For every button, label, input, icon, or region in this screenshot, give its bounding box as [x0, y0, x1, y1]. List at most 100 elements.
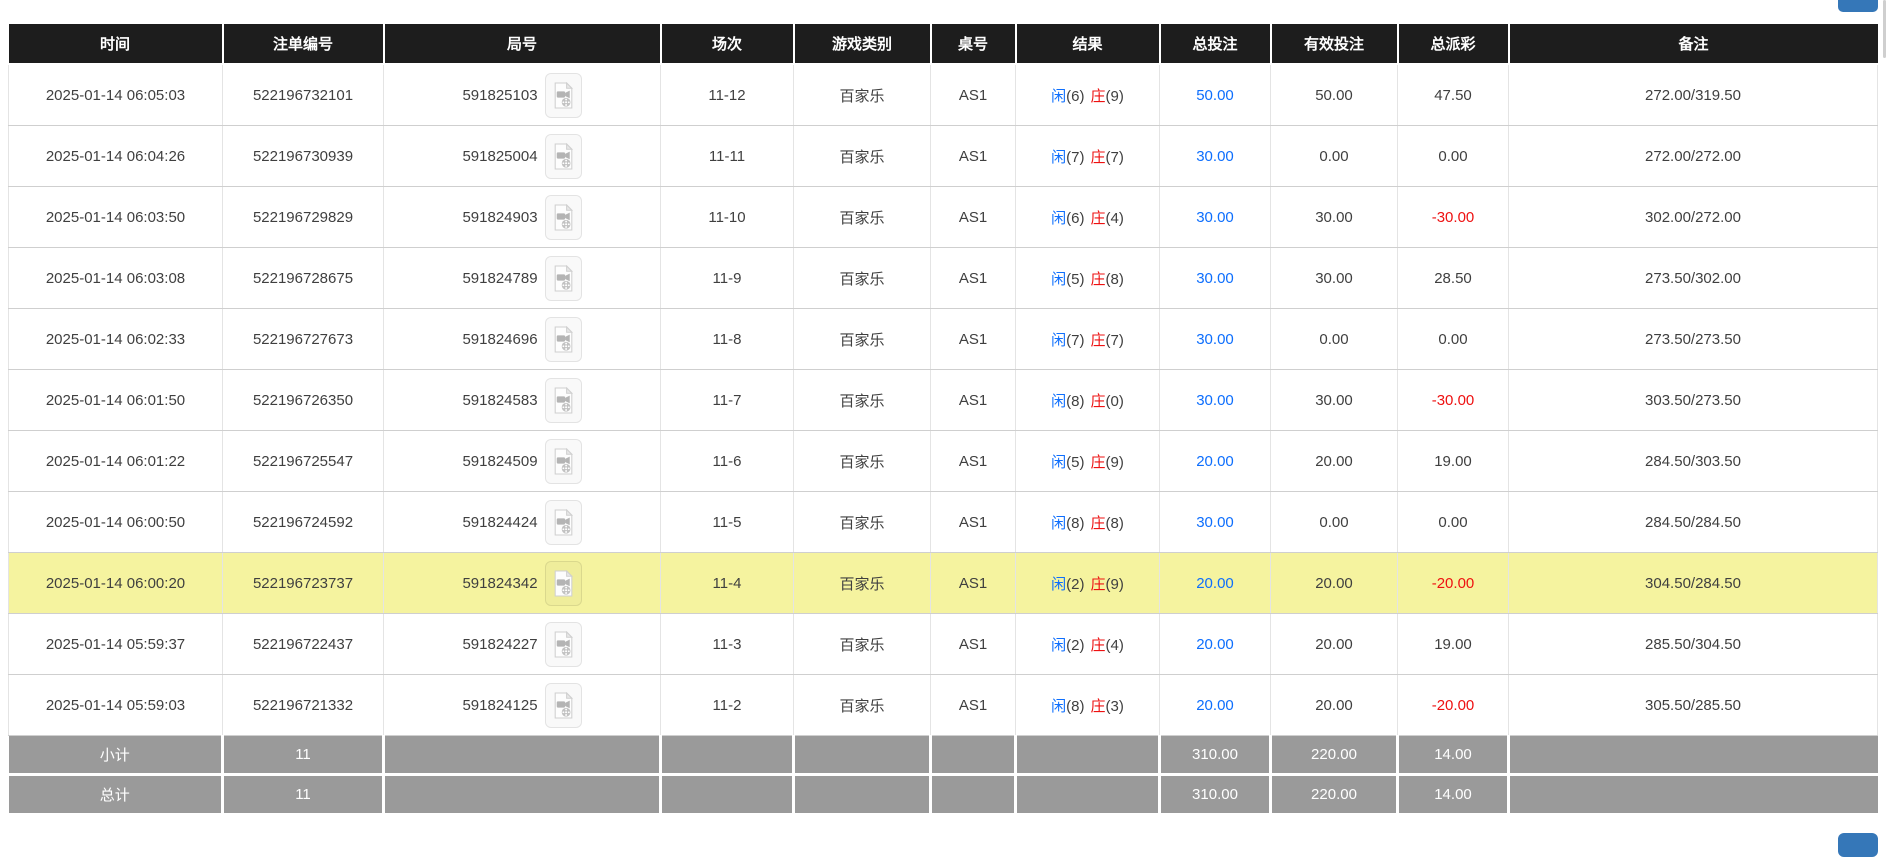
player-score: (2): [1066, 636, 1085, 654]
total-bet-cell: 20.00: [1159, 674, 1271, 736]
video-replay-button[interactable]: [544, 621, 582, 667]
payout-cell: 0.00: [1397, 491, 1509, 553]
empty-cell: [383, 735, 662, 775]
remark-cell: 272.00/272.00: [1508, 125, 1878, 187]
video-replay-button[interactable]: [544, 682, 582, 728]
table-row: 2025-01-14 06:02:33 522196727673 5918246…: [8, 308, 1878, 370]
remark-cell: 304.50/284.50: [1508, 552, 1878, 614]
grand-total-payout: 14.00: [1397, 773, 1510, 813]
video-replay-button[interactable]: [544, 377, 582, 423]
game-type-cell: 百家乐: [793, 64, 931, 126]
player-label: 闲: [1051, 453, 1067, 471]
bet-records-table: 时间 注单编号 局号 场次 游戏类别 桌号 结果 总投注 有效投注 总派彩 备注…: [8, 24, 1878, 813]
bet-id-cell: 522196726350: [222, 369, 384, 431]
game-type-cell: 百家乐: [793, 308, 931, 370]
player-score: (8): [1066, 392, 1085, 410]
remark-cell: 303.50/273.50: [1508, 369, 1878, 431]
banker-label: 庄: [1090, 514, 1106, 532]
valid-bet-cell: 30.00: [1270, 247, 1398, 309]
table-row: 2025-01-14 06:01:22 522196725547 5918245…: [8, 430, 1878, 492]
player-label: 闲: [1051, 331, 1067, 349]
banker-label: 庄: [1090, 453, 1106, 471]
video-replay-button[interactable]: [544, 499, 582, 545]
video-replay-button[interactable]: [544, 133, 582, 179]
video-replay-button[interactable]: [544, 438, 582, 484]
empty-cell: [660, 735, 795, 775]
bet-id-cell: 522196721332: [222, 674, 384, 736]
video-replay-button[interactable]: [544, 316, 582, 362]
banker-label: 庄: [1090, 575, 1106, 593]
total-bet-cell: 30.00: [1159, 186, 1271, 248]
video-file-icon: [554, 142, 573, 169]
game-type-cell: 百家乐: [793, 674, 931, 736]
player-score: (7): [1066, 148, 1085, 166]
table-row: 2025-01-14 06:05:03 522196732101 5918251…: [8, 64, 1878, 126]
total-bet-cell: 20.00: [1159, 613, 1271, 675]
total-bet-cell: 30.00: [1159, 308, 1271, 370]
bet-id-cell: 522196722437: [222, 613, 384, 675]
result-cell: 闲(6) 庄(4): [1015, 186, 1160, 248]
col-header-total-bet: 总投注: [1159, 24, 1272, 65]
result-cell: 闲(2) 庄(4): [1015, 613, 1160, 675]
player-label: 闲: [1051, 148, 1067, 166]
round-cell: 591824227: [383, 613, 661, 675]
grand-total-row: 总计 11 310.00 220.00 14.00: [8, 773, 1878, 813]
scrollbar-thumb[interactable]: [1883, 0, 1886, 58]
payout-cell: 47.50: [1397, 64, 1509, 126]
bet-records-table-wrap: 时间 注单编号 局号 场次 游戏类别 桌号 结果 总投注 有效投注 总派彩 备注…: [8, 24, 1878, 813]
video-file-icon: [554, 386, 573, 413]
time-cell: 2025-01-14 06:04:26: [8, 125, 223, 187]
time-cell: 2025-01-14 06:00:20: [8, 552, 223, 614]
col-header-game-type: 游戏类别: [793, 24, 932, 65]
video-replay-button[interactable]: [544, 255, 582, 301]
player-score: (5): [1066, 270, 1085, 288]
col-header-session: 场次: [660, 24, 795, 65]
video-replay-button[interactable]: [544, 560, 582, 606]
header-row: 时间 注单编号 局号 场次 游戏类别 桌号 结果 总投注 有效投注 总派彩 备注: [8, 24, 1878, 65]
result-cell: 闲(5) 庄(9): [1015, 430, 1160, 492]
total-bet-cell: 30.00: [1159, 125, 1271, 187]
subtotal-count: 11: [222, 735, 385, 775]
banker-score: (0): [1105, 392, 1124, 410]
total-bet-cell: 50.00: [1159, 64, 1271, 126]
banker-score: (7): [1105, 148, 1124, 166]
table-no-cell: AS1: [930, 125, 1016, 187]
round-id: 591824583: [462, 391, 538, 409]
round-cell: 591824125: [383, 674, 661, 736]
scroll-bottom-button-partial[interactable]: [1838, 833, 1878, 857]
payout-cell: 19.00: [1397, 430, 1509, 492]
round-cell: 591824342: [383, 552, 661, 614]
player-label: 闲: [1051, 636, 1067, 654]
scroll-top-button-partial[interactable]: [1838, 0, 1878, 12]
game-type-cell: 百家乐: [793, 491, 931, 553]
player-score: (7): [1066, 331, 1085, 349]
round-id: 591824509: [462, 452, 538, 470]
table-row: 2025-01-14 05:59:03 522196721332 5918241…: [8, 674, 1878, 736]
table-no-cell: AS1: [930, 308, 1016, 370]
player-label: 闲: [1051, 575, 1067, 593]
col-header-time: 时间: [8, 24, 224, 65]
subtotal-label: 小计: [8, 735, 224, 775]
round-id: 591825004: [462, 147, 538, 165]
valid-bet-cell: 20.00: [1270, 613, 1398, 675]
valid-bet-cell: 0.00: [1270, 125, 1398, 187]
banker-score: (9): [1105, 453, 1124, 471]
video-file-icon: [554, 447, 573, 474]
round-cell: 591824903: [383, 186, 661, 248]
payout-cell: -20.00: [1397, 674, 1509, 736]
game-type-cell: 百家乐: [793, 552, 931, 614]
video-file-icon: [554, 508, 573, 535]
payout-cell: 19.00: [1397, 613, 1509, 675]
banker-label: 庄: [1090, 87, 1106, 105]
video-replay-button[interactable]: [544, 194, 582, 240]
empty-cell: [383, 773, 662, 813]
player-score: (6): [1066, 209, 1085, 227]
valid-bet-cell: 20.00: [1270, 430, 1398, 492]
valid-bet-cell: 0.00: [1270, 491, 1398, 553]
grand-total-label: 总计: [8, 773, 224, 813]
valid-bet-cell: 30.00: [1270, 186, 1398, 248]
result-cell: 闲(8) 庄(0): [1015, 369, 1160, 431]
player-label: 闲: [1051, 270, 1067, 288]
video-replay-button[interactable]: [544, 72, 582, 118]
remark-cell: 284.50/303.50: [1508, 430, 1878, 492]
